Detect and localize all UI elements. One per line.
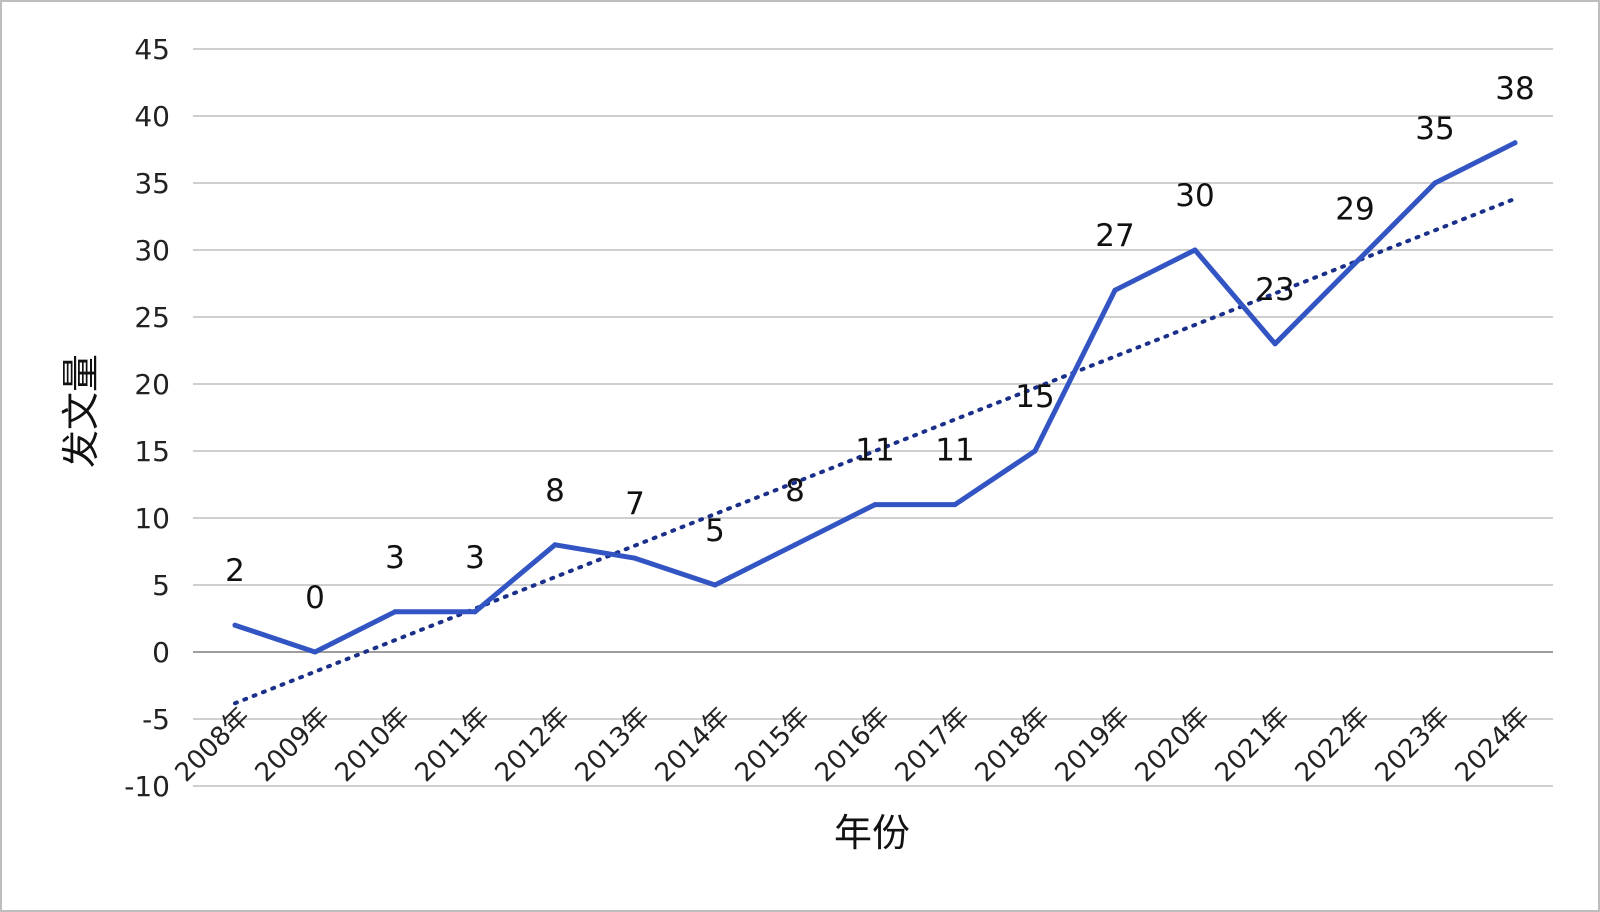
y-tick-label: 0: [152, 636, 170, 669]
data-label: 30: [1175, 178, 1214, 214]
data-label: 15: [1015, 379, 1054, 415]
trendline: [233, 196, 1517, 706]
data-point: [1032, 448, 1038, 454]
data-label: 8: [785, 473, 805, 509]
y-tick-label: 20: [134, 368, 170, 401]
data-label: 2: [225, 553, 245, 589]
data-point: [1432, 180, 1438, 186]
y-tick-label: 35: [134, 167, 170, 200]
y-tick-label: 5: [152, 569, 170, 602]
y-tick-label: 10: [134, 502, 170, 535]
data-point: [392, 609, 398, 615]
data-label: 0: [305, 580, 325, 616]
data-point: [952, 502, 958, 508]
y-tick-label: 15: [134, 435, 170, 468]
gridlines: [193, 48, 1553, 787]
y-tick-label: 45: [134, 33, 170, 66]
data-label: 38: [1495, 71, 1534, 107]
data-label: 11: [935, 433, 974, 469]
data-point: [312, 649, 318, 655]
data-point: [232, 622, 238, 628]
data-point: [872, 502, 878, 508]
data-label: 8: [545, 473, 565, 509]
data-label: 35: [1415, 111, 1454, 147]
y-axis-ticks: -10 -5 0 5 10 15 20 25 30 35 40 45: [124, 33, 170, 803]
y-tick-label: -10: [124, 770, 170, 803]
data-label: 7: [625, 486, 645, 522]
data-point: [792, 542, 798, 548]
data-point: [712, 582, 718, 588]
data-point: [472, 609, 478, 615]
data-point: [632, 555, 638, 561]
trendline-linear: [233, 196, 1517, 706]
y-tick-label: 40: [134, 100, 170, 133]
data-point: [1192, 247, 1198, 253]
data-point: [1352, 260, 1358, 266]
data-label: 27: [1095, 218, 1134, 254]
data-label: 3: [465, 540, 485, 576]
y-tick-label: 30: [134, 234, 170, 267]
y-axis-title: 发文量: [59, 354, 103, 468]
data-point: [1112, 287, 1118, 293]
data-label: 23: [1255, 272, 1294, 308]
data-point: [552, 542, 558, 548]
data-point: [1512, 140, 1518, 146]
y-tick-label: -5: [142, 703, 170, 736]
series: [232, 140, 1518, 655]
data-label: 3: [385, 540, 405, 576]
x-axis-title: 年份: [834, 811, 910, 855]
data-point: [1272, 341, 1278, 347]
data-label: 29: [1335, 191, 1374, 227]
y-tick-label: 25: [134, 301, 170, 334]
data-label: 11: [855, 433, 894, 469]
data-label: 5: [705, 513, 725, 549]
